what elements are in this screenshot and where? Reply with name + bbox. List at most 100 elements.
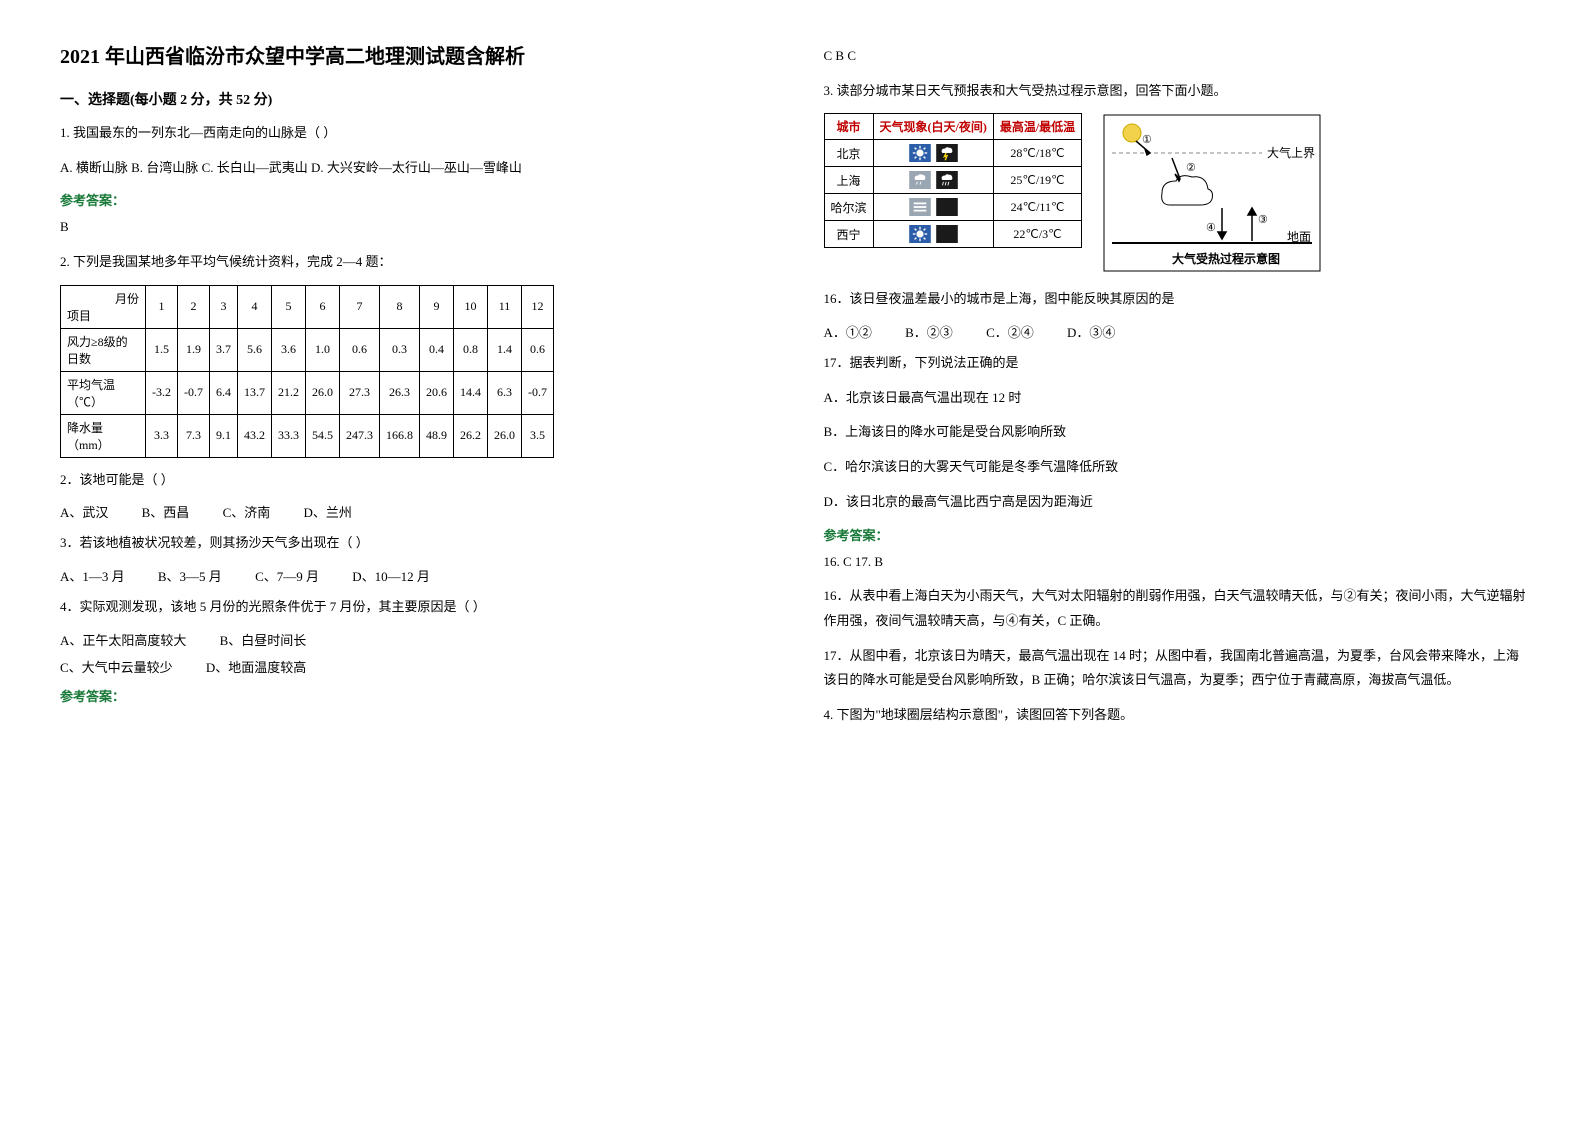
q3-16-opt-d: D．③④ bbox=[1067, 322, 1115, 341]
weather-icons-beijing bbox=[873, 140, 993, 167]
cell: 3.6 bbox=[272, 328, 306, 371]
sun-icon bbox=[909, 144, 931, 162]
table-row: 降水量（mm） 3.3 7.3 9.1 43.2 33.3 54.5 247.3… bbox=[61, 414, 554, 457]
q2-opt-a: A、武汉 bbox=[60, 502, 108, 521]
month-12: 12 bbox=[522, 285, 554, 328]
diagram-caption: 大气受热过程示意图 bbox=[1172, 251, 1280, 266]
weather-head-phen: 天气现象(白天/夜间) bbox=[873, 114, 993, 140]
cell: 166.8 bbox=[380, 414, 420, 457]
q3-16-options: A．①② B．②③ C．②④ D．③④ bbox=[824, 322, 1528, 341]
city-beijing: 北京 bbox=[824, 140, 873, 167]
cell: 5.6 bbox=[238, 328, 272, 371]
row-label-rain: 降水量（mm） bbox=[61, 414, 146, 457]
city-shanghai: 上海 bbox=[824, 167, 873, 194]
cell: 0.6 bbox=[522, 328, 554, 371]
q2-answer: C B C bbox=[824, 44, 1528, 69]
city-harbin: 哈尔滨 bbox=[824, 194, 873, 221]
month-4: 4 bbox=[238, 285, 272, 328]
q3-answer-label: 参考答案： bbox=[824, 525, 1528, 544]
cell: 20.6 bbox=[420, 371, 454, 414]
table-row: 西宁 22℃/3℃ bbox=[824, 221, 1082, 248]
diagram-label-1: ① bbox=[1142, 134, 1152, 146]
row-label-temp: 平均气温（℃） bbox=[61, 371, 146, 414]
cell: 27.3 bbox=[340, 371, 380, 414]
q3-17-opt-c: C．哈尔滨该日的大雾天气可能是冬季气温降低所致 bbox=[824, 455, 1528, 480]
cell: 6.3 bbox=[488, 371, 522, 414]
temp-xining: 22℃/3℃ bbox=[993, 221, 1081, 248]
cell: 9.1 bbox=[210, 414, 238, 457]
q3-intro: 3. 读部分城市某日天气预报表和大气受热过程示意图，回答下面小题。 bbox=[824, 79, 1528, 104]
q1-stem: 1. 我国最东的一列东北—西南走向的山脉是（ ） bbox=[60, 121, 764, 146]
month-6: 6 bbox=[306, 285, 340, 328]
cell: 26.2 bbox=[454, 414, 488, 457]
month-10: 10 bbox=[454, 285, 488, 328]
q3-17-opt-a: A．北京该日最高气温出现在 12 时 bbox=[824, 386, 1528, 411]
q2-answer-label: 参考答案： bbox=[60, 686, 764, 705]
atmosphere-diagram-svg: ① ② ③ bbox=[1102, 113, 1322, 273]
month-7: 7 bbox=[340, 285, 380, 328]
q3-17-stem: 17．据表判断，下列说法正确的是 bbox=[824, 351, 1528, 376]
month-11: 11 bbox=[488, 285, 522, 328]
q1-opt-a: A. 横断山脉 bbox=[60, 160, 128, 175]
city-xining: 西宁 bbox=[824, 221, 873, 248]
table-row: 风力≥8级的日数 1.5 1.9 3.7 5.6 3.6 1.0 0.6 0.3… bbox=[61, 328, 554, 371]
month-2: 2 bbox=[178, 285, 210, 328]
weather-table: 城市 天气现象(白天/夜间) 最高温/最低温 北京 28℃/18℃ 上海 bbox=[824, 113, 1083, 248]
rain-light-icon bbox=[909, 171, 931, 189]
cell: 3.3 bbox=[146, 414, 178, 457]
q3-answer-line: 16. C 17. B bbox=[824, 550, 1528, 575]
q2-3-opt-c: C、7—9 月 bbox=[255, 566, 319, 585]
q2-4-stem: 4．实际观测发现，该地 5 月份的光照条件优于 7 月份，其主要原因是（ ） bbox=[60, 595, 764, 620]
q1-opt-b: B. 台湾山脉 bbox=[131, 160, 198, 175]
page-title: 2021 年山西省临汾市众望中学高二地理测试题含解析 bbox=[60, 40, 764, 69]
weather-head-temp: 最高温/最低温 bbox=[993, 114, 1081, 140]
header-month-label: 月份 bbox=[67, 290, 139, 307]
diagram-label-2: ② bbox=[1186, 162, 1196, 174]
section-1-heading: 一、选择题(每小题 2 分，共 52 分) bbox=[60, 89, 764, 109]
cell: 48.9 bbox=[420, 414, 454, 457]
cell: 0.4 bbox=[420, 328, 454, 371]
atmosphere-diagram: ① ② ③ bbox=[1102, 113, 1322, 277]
q1-answer: B bbox=[60, 215, 764, 240]
temp-harbin: 24℃/11℃ bbox=[993, 194, 1081, 221]
q1-opt-d: D. 大兴安岭—太行山—巫山—雪峰山 bbox=[311, 160, 522, 175]
q2-4-opt-a: A、正午太阳高度较大 bbox=[60, 630, 186, 649]
climate-header-cell: 月份 项目 bbox=[61, 285, 146, 328]
q3-16-opt-b: B．②③ bbox=[905, 322, 953, 341]
q2-3-opt-b: B、3—5 月 bbox=[158, 566, 222, 585]
month-9: 9 bbox=[420, 285, 454, 328]
cell: 0.3 bbox=[380, 328, 420, 371]
q3-16-opt-a: A．①② bbox=[824, 322, 872, 341]
weather-icons-harbin bbox=[873, 194, 993, 221]
weather-block: 城市 天气现象(白天/夜间) 最高温/最低温 北京 28℃/18℃ 上海 bbox=[824, 113, 1528, 277]
cell: -0.7 bbox=[178, 371, 210, 414]
q3-explanation-16: 16．从表中看上海白天为小雨天气，大气对太阳辐射的削弱作用强，白天气温较晴天低，… bbox=[824, 584, 1528, 633]
table-row: 平均气温（℃） -3.2 -0.7 6.4 13.7 21.2 26.0 27.… bbox=[61, 371, 554, 414]
header-item-label: 项目 bbox=[67, 307, 139, 324]
q2-3-opt-d: D、10—12 月 bbox=[352, 566, 430, 585]
q4-intro: 4. 下图为"地球圈层结构示意图"，读图回答下列各题。 bbox=[824, 703, 1528, 728]
q2-3-stem: 3．若该地植被状况较差，则其扬沙天气多出现在（ ） bbox=[60, 531, 764, 556]
table-row: 城市 天气现象(白天/夜间) 最高温/最低温 bbox=[824, 114, 1082, 140]
q3-17-opt-b: B．上海该日的降水可能是受台风影响所致 bbox=[824, 420, 1528, 445]
month-3: 3 bbox=[210, 285, 238, 328]
rain-heavy-icon bbox=[936, 171, 958, 189]
month-8: 8 bbox=[380, 285, 420, 328]
cell: 3.5 bbox=[522, 414, 554, 457]
q2-opt-c: C、济南 bbox=[223, 502, 271, 521]
cell: 247.3 bbox=[340, 414, 380, 457]
weather-icons-xining bbox=[873, 221, 993, 248]
cell: 26.0 bbox=[306, 371, 340, 414]
fog-icon bbox=[909, 198, 931, 216]
cell: 1.5 bbox=[146, 328, 178, 371]
q2-3-opt-a: A、1—3 月 bbox=[60, 566, 125, 585]
cell: -0.7 bbox=[522, 371, 554, 414]
cell: 0.6 bbox=[340, 328, 380, 371]
table-row: 北京 28℃/18℃ bbox=[824, 140, 1082, 167]
moon-icon bbox=[936, 198, 958, 216]
q2-4-opt-d: D、地面温度较高 bbox=[206, 657, 306, 676]
cell: 1.4 bbox=[488, 328, 522, 371]
sun-icon bbox=[909, 225, 931, 243]
q1-options: A. 横断山脉 B. 台湾山脉 C. 长白山—武夷山 D. 大兴安岭—太行山—巫… bbox=[60, 156, 764, 181]
cell: -3.2 bbox=[146, 371, 178, 414]
